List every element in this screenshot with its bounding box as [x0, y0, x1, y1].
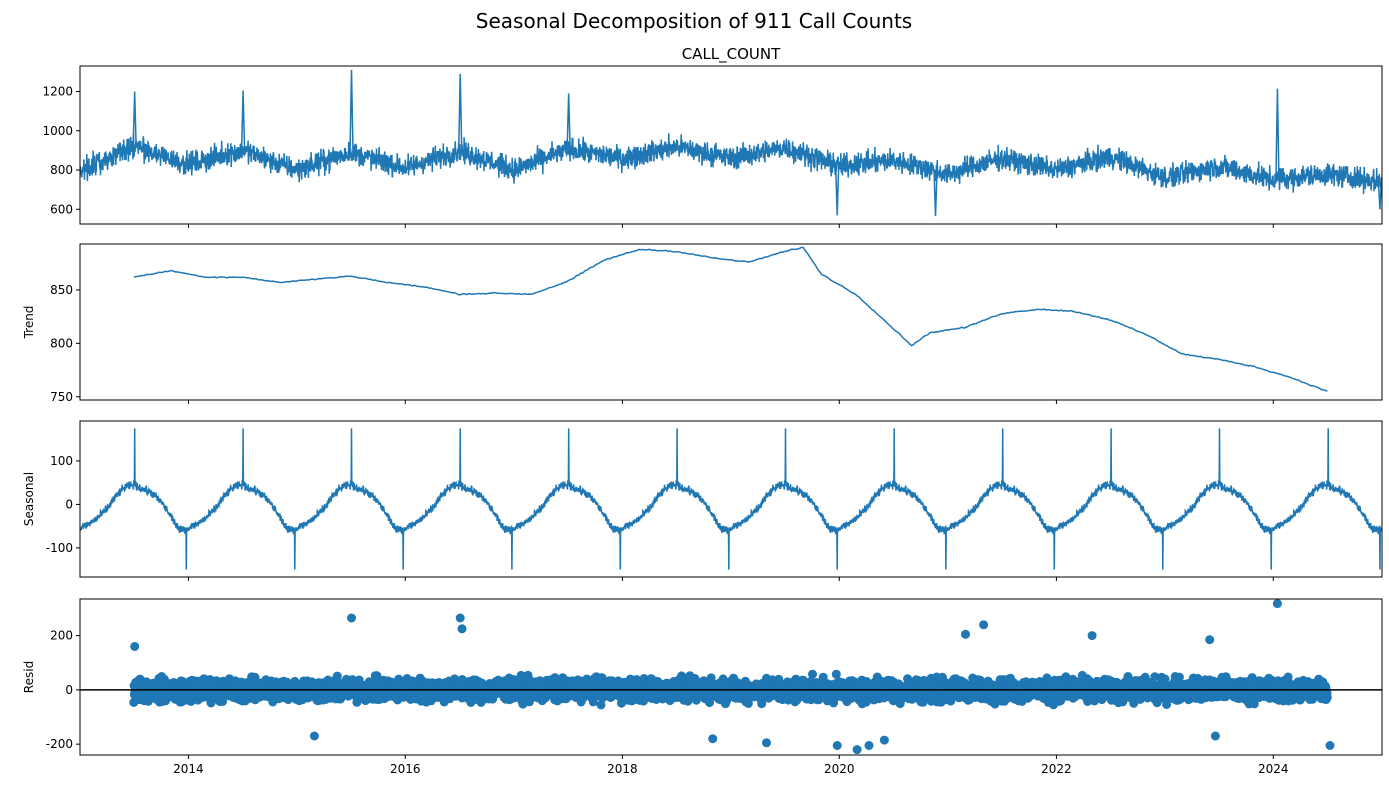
call-count-dip [933, 170, 938, 217]
residual-outlier-point [1272, 599, 1282, 609]
residual-point [918, 697, 928, 707]
y-tick-label: 100 [50, 454, 73, 468]
y-tick-label: -200 [46, 737, 73, 751]
call-count-spike [132, 91, 137, 147]
x-tick-label: 2016 [390, 762, 421, 776]
y-axis-label: Trend [22, 306, 36, 340]
call-count-spike [1275, 88, 1280, 180]
panel-trend: Trend 750 800 850 [22, 243, 1383, 404]
call-count-spike [349, 69, 354, 153]
residual-outlier-point [1210, 731, 1220, 741]
residual-outlier-point [309, 731, 319, 741]
trend-series-line [133, 246, 1328, 392]
residual-point [1174, 672, 1184, 682]
panel-title: CALL_COUNT [682, 45, 781, 64]
figure-title: Seasonal Decomposition of 911 Call Count… [476, 9, 912, 33]
y-tick-label: 800 [50, 336, 73, 350]
y-tick-label: 1000 [42, 124, 73, 138]
residual-outlier-point [979, 620, 989, 630]
residual-point [831, 669, 841, 679]
seasonal-series-line [80, 428, 1382, 570]
y-tick-label: 200 [50, 629, 73, 643]
y-tick-label: 0 [65, 683, 73, 697]
residual-outlier-point [864, 741, 874, 750]
y-tick-label: 800 [50, 163, 73, 177]
x-tick-label: 2014 [173, 762, 204, 776]
x-tick-label: 2020 [824, 762, 855, 776]
residual-outlier-point [832, 741, 842, 750]
residual-point [1160, 674, 1170, 684]
residual-outlier-point [1087, 631, 1097, 641]
residual-point [1322, 692, 1332, 702]
residual-outlier-point [347, 613, 356, 623]
panel-seasonal-plot [80, 428, 1382, 570]
residual-outlier-point [879, 735, 889, 745]
y-tick-label: -100 [46, 541, 73, 555]
panel-observed-plot [80, 69, 1382, 217]
residual-point [1061, 672, 1071, 682]
residual-point [218, 696, 228, 706]
residual-outlier-point [852, 745, 862, 755]
residual-point [808, 669, 817, 679]
call-count-spike [566, 93, 571, 150]
residual-point [186, 696, 196, 706]
panel-frame [79, 243, 1383, 401]
panel-frame [79, 65, 1383, 225]
residual-outlier-point [708, 734, 718, 744]
residual-outlier-point [130, 642, 140, 651]
residual-outlier-point [762, 738, 771, 748]
x-tick-label: 2024 [1258, 762, 1289, 776]
residual-outlier-point [961, 629, 970, 639]
y-axis-label: Resid [22, 661, 36, 693]
y-tick-label: 850 [50, 283, 73, 297]
call-count-spike [240, 90, 246, 151]
residual-outlier-point [457, 624, 467, 634]
residual-outlier-point [1205, 635, 1215, 645]
x-tick-label: 2018 [607, 762, 638, 776]
panel-resid-plot [80, 599, 1382, 755]
y-axis-label: Seasonal [22, 472, 36, 526]
residual-point [1283, 672, 1293, 682]
residual-point [743, 698, 753, 708]
residual-point [1150, 672, 1160, 682]
panel-seasonal: Seasonal -100 0 100 [22, 420, 1383, 581]
residual-point [798, 675, 808, 685]
residual-point [1162, 700, 1172, 709]
panel-resid: Resid -200 0 200 2014 2016 2018 2020 2022 2024 [22, 598, 1383, 776]
residual-point [706, 673, 716, 683]
y-tick-label: 600 [50, 202, 73, 216]
y-tick-label: 1200 [42, 85, 73, 99]
panel-observed: CALL_COUNT 600 800 1000 1200 [42, 45, 1383, 228]
residual-outlier-point [455, 613, 465, 623]
call-count-dip [834, 165, 840, 216]
call-count-dip [1377, 181, 1382, 210]
y-tick-label: 0 [65, 497, 73, 511]
call-count-series-line [80, 133, 1382, 195]
y-tick-label: 750 [50, 390, 73, 404]
residual-outlier-point [1325, 741, 1335, 750]
x-tick-label: 2022 [1041, 762, 1072, 776]
panel-trend-plot [133, 246, 1328, 392]
call-count-spike [457, 73, 463, 151]
panel-frame [79, 420, 1383, 578]
residual-point [718, 674, 728, 684]
panel-frame [79, 598, 1383, 756]
residual-point [596, 700, 606, 710]
